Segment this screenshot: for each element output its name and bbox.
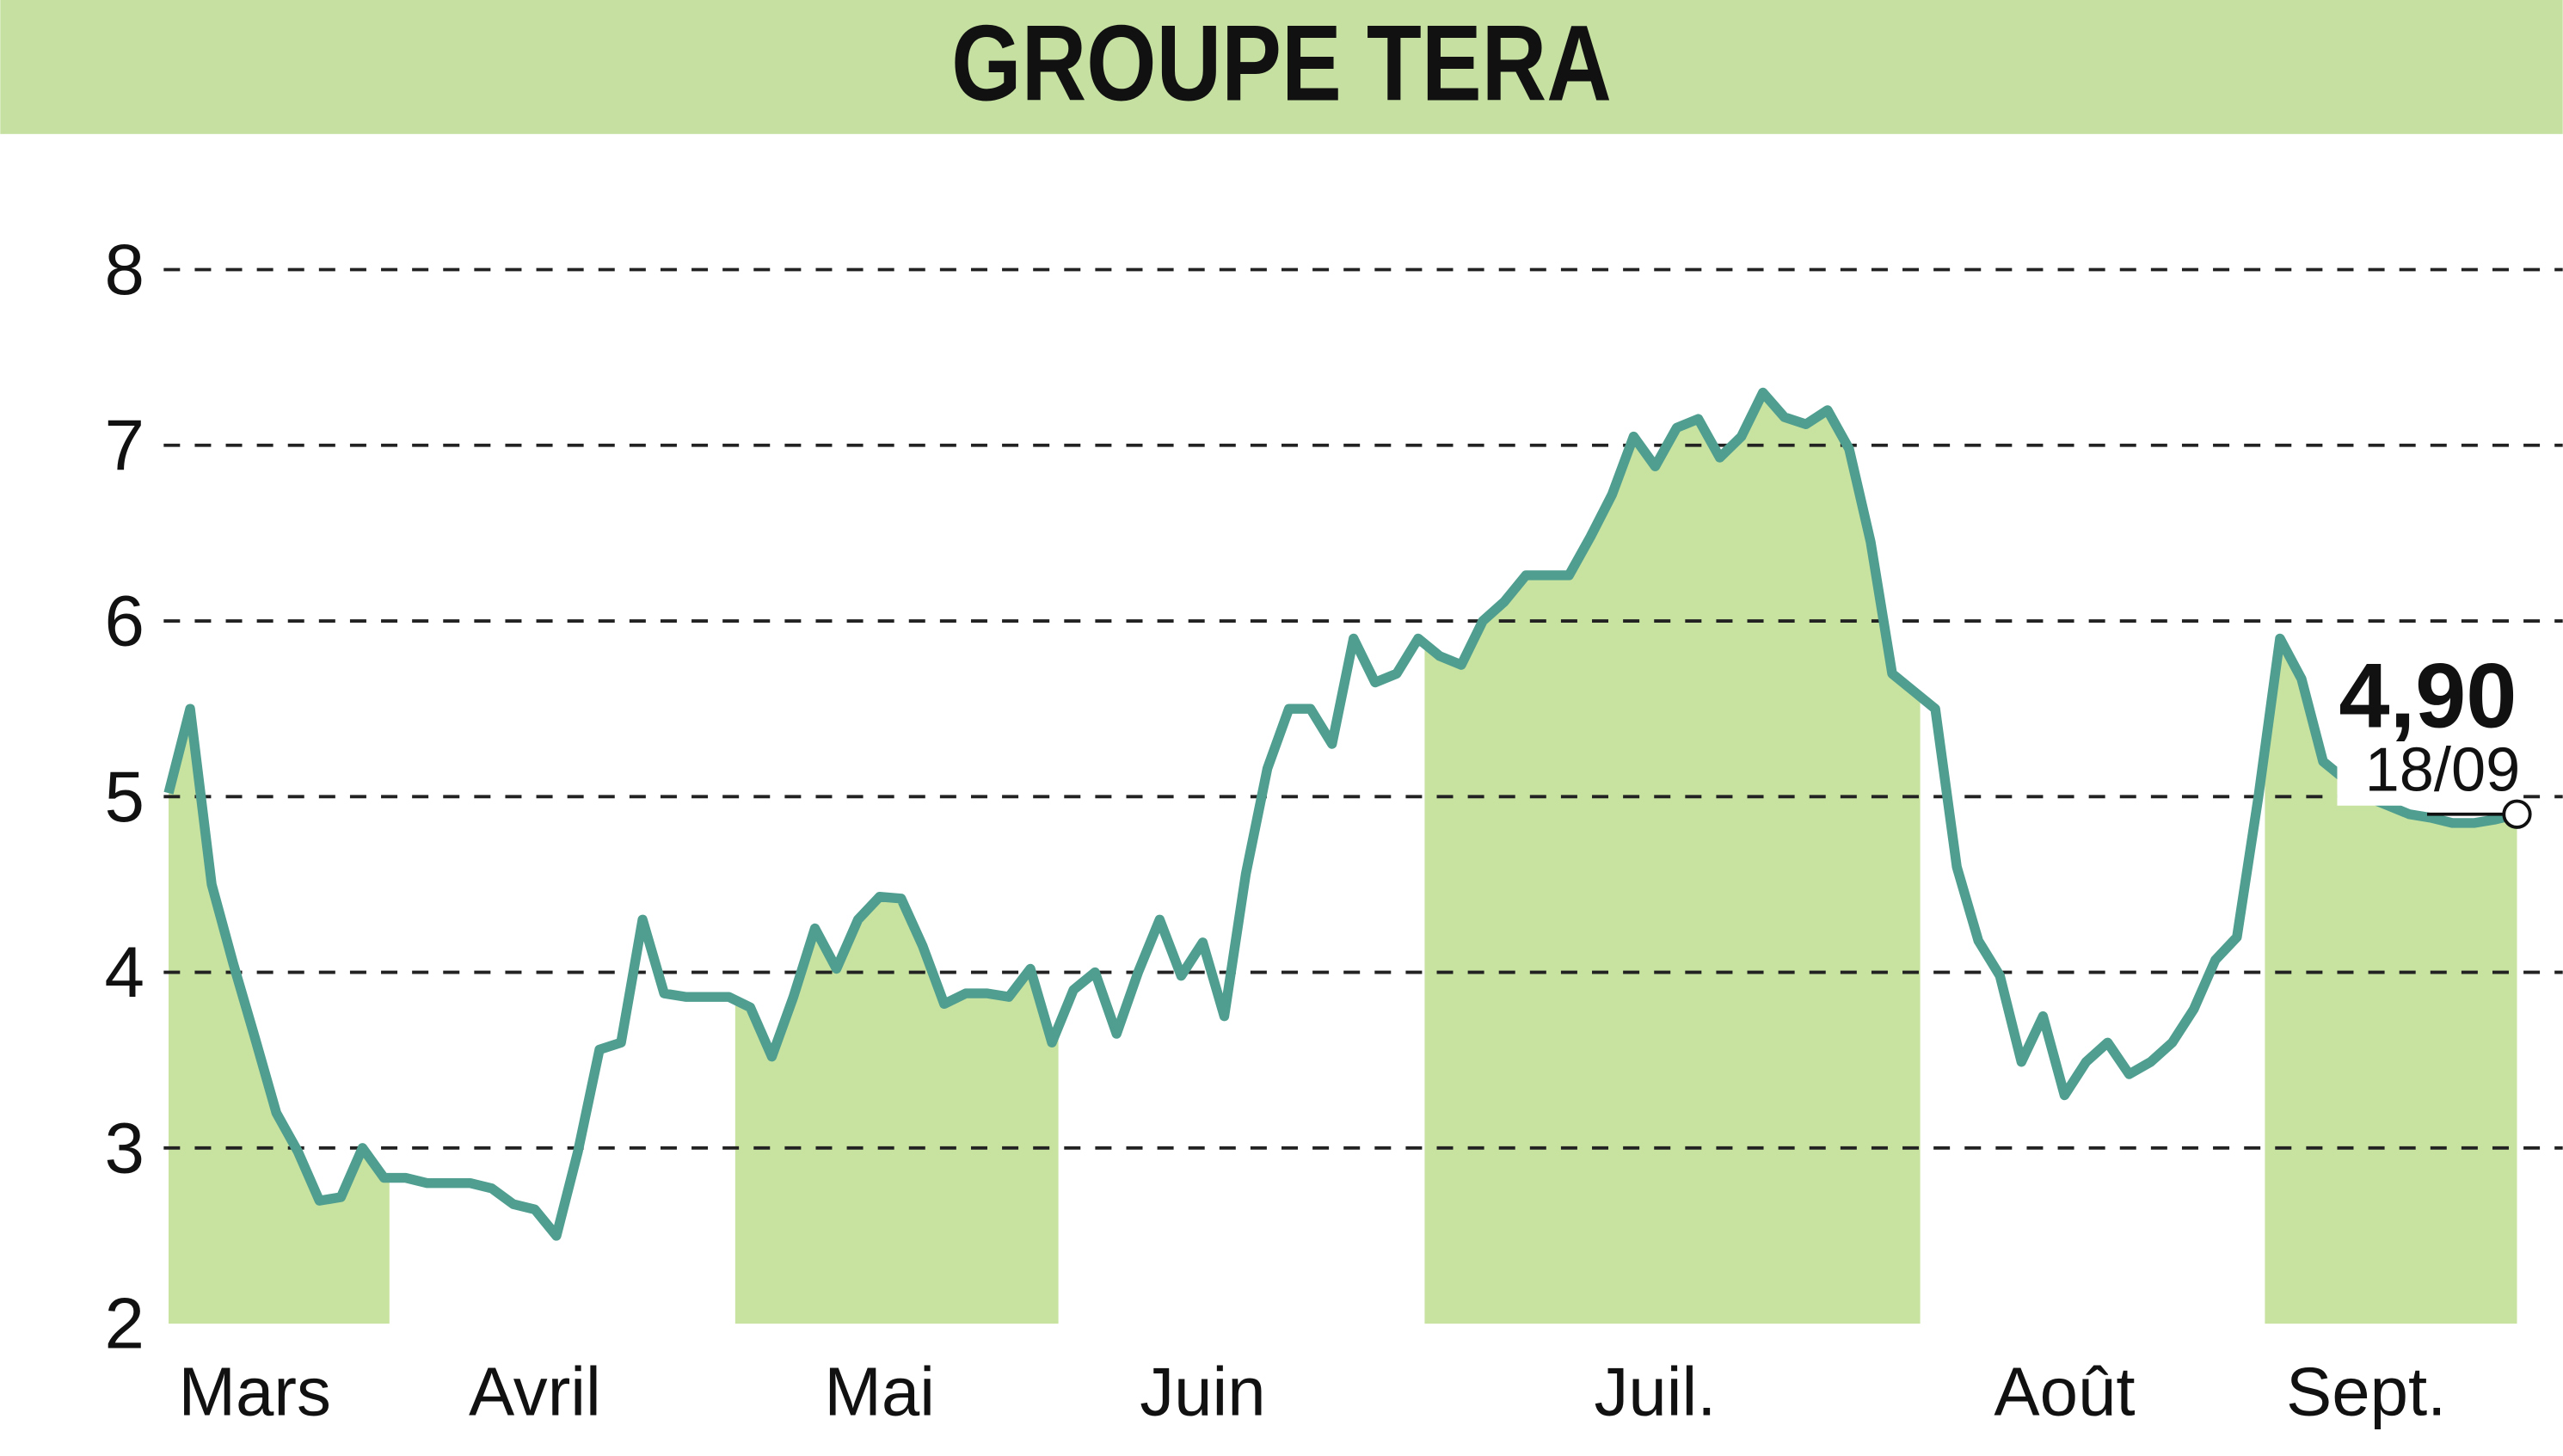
x-tick-label: Sept. [2286, 1353, 2446, 1429]
title-banner [0, 0, 2563, 134]
price-line [163, 387, 2518, 1241]
x-tick-label: Mai [824, 1353, 935, 1429]
last-date: 18/09 [2365, 736, 2521, 805]
x-tick-label: Juil. [1595, 1353, 1717, 1429]
y-tick-label: 3 [104, 1107, 144, 1188]
x-tick-label: Mars [179, 1353, 331, 1429]
area [169, 392, 2517, 1324]
y-tick-label: 6 [104, 581, 144, 661]
x-tick-label: Juin [1140, 1353, 1265, 1429]
last-value: 4,90 [2339, 645, 2517, 747]
shaded-areas [169, 392, 2517, 1324]
y-tick-label: 7 [104, 404, 144, 485]
y-tick-label: 2 [104, 1283, 144, 1364]
y-tick-label: 4 [104, 931, 144, 1012]
y-tick-label: 8 [104, 229, 144, 310]
y-tick-label: 5 [104, 756, 144, 837]
x-tick-label: Avril [469, 1353, 601, 1429]
last-point [2502, 799, 2532, 829]
x-tick-label: Août [1994, 1353, 2135, 1429]
chart-title: GROUPE TERA [951, 3, 1612, 124]
label-box [2337, 645, 2517, 806]
grid: 2 3 4 5 6 7 8 Mars Avril Mai Juin Juil. Août Sept. [104, 229, 2563, 1429]
